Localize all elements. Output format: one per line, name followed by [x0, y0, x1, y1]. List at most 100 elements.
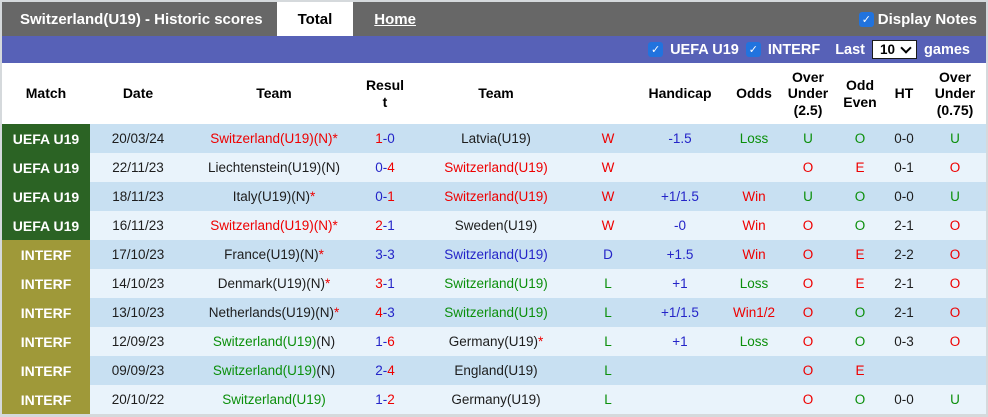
team-cell: Latvia(U19): [408, 124, 584, 153]
text-segment: 0: [387, 131, 395, 146]
text-segment: 4: [387, 363, 395, 378]
wdl-cell: D: [584, 240, 632, 269]
interf-checkbox[interactable]: ✓: [745, 42, 761, 57]
handicap-cell: -1.5: [632, 124, 728, 153]
text-segment: 1: [375, 131, 383, 146]
text-segment: Switzerland(U19): [444, 276, 548, 291]
odd-even-cell: O: [836, 298, 884, 327]
text-segment: Switzerland(U19): [212, 363, 317, 378]
odds-cell: Win: [728, 182, 780, 211]
display-notes: ✓ Display Notes: [858, 2, 977, 36]
score-cell: 4-3: [362, 298, 408, 327]
text-segment: Netherlands(U19)(N): [208, 305, 335, 320]
tab-bar: Total Home: [276, 2, 437, 36]
tab-total[interactable]: Total: [276, 2, 354, 36]
text-segment: 1: [375, 392, 383, 407]
odds-cell: [728, 385, 780, 414]
tab-home[interactable]: Home: [374, 10, 416, 28]
interf-label: INTERF: [767, 41, 821, 58]
text-segment: U: [950, 392, 960, 407]
text-segment: *: [334, 305, 340, 320]
checkmark-icon: ✓: [748, 43, 758, 56]
odd-even-cell: O: [836, 211, 884, 240]
text-segment: 2-1: [894, 218, 914, 233]
display-notes-checkbox[interactable]: ✓: [858, 11, 874, 27]
over-under-25-cell: U: [780, 182, 836, 211]
table-header: Match Date Team Result Team Handicap Odd…: [2, 63, 986, 124]
text-segment: Switzerland(U19)(N)*: [210, 218, 338, 233]
last-games-select[interactable]: 10: [872, 40, 918, 59]
table-row: INTERF 13/10/23 Netherlands(U19)(N)* 4-3 Swi…: [2, 298, 986, 327]
text-segment: U: [803, 189, 813, 204]
text-segment: 0: [375, 189, 383, 204]
text-segment: O: [949, 334, 961, 349]
column-header-team1: Team: [186, 63, 362, 124]
text-segment: O: [802, 218, 814, 233]
match-badge: INTERF: [2, 269, 90, 298]
text-segment: +1/1.5: [661, 189, 699, 204]
column-header-wdl: [584, 63, 632, 124]
odds-cell: [728, 153, 780, 182]
text-segment: O: [854, 392, 866, 407]
team-cell: Switzerland(U19): [408, 240, 584, 269]
text-segment: E: [855, 247, 865, 262]
text-segment: (N): [316, 334, 336, 349]
handicap-cell: +1: [632, 269, 728, 298]
text-segment: 2-1: [894, 305, 914, 320]
text-segment: E: [855, 363, 865, 378]
text-segment: 3: [375, 276, 383, 291]
text-segment: O: [949, 305, 961, 320]
text-segment: *: [318, 247, 324, 262]
text-segment: O: [802, 247, 814, 262]
over-under-075-cell: [924, 356, 986, 385]
text-segment: L: [604, 305, 612, 320]
over-under-25-cell: O: [780, 240, 836, 269]
text-segment: -: [382, 363, 388, 378]
text-segment: 6: [387, 334, 395, 349]
team-cell: Switzerland(U19)(N): [186, 327, 362, 356]
text-segment: 2-1: [894, 276, 914, 291]
text-segment: -0: [673, 218, 686, 233]
team-cell: Italy(U19)(N)*: [186, 182, 362, 211]
text-segment: W: [601, 218, 615, 233]
text-segment: -1.5: [668, 131, 692, 146]
text-segment: Switzerland(U19): [222, 392, 326, 407]
over-under-25-cell: O: [780, 327, 836, 356]
uefa-u19-checkbox[interactable]: ✓: [648, 42, 664, 57]
text-segment: -: [382, 218, 388, 233]
match-badge: INTERF: [2, 298, 90, 327]
text-segment: Switzerland(U19)(N)*: [210, 131, 338, 146]
text-segment: L: [604, 334, 612, 349]
wdl-cell: W: [584, 211, 632, 240]
handicap-cell: +1/1.5: [632, 182, 728, 211]
date-cell: 12/09/23: [90, 327, 186, 356]
text-segment: O: [854, 305, 866, 320]
text-segment: 1: [387, 276, 395, 291]
score-cell: 3-1: [362, 269, 408, 298]
ht-cell: 0-3: [884, 327, 924, 356]
text-segment: W: [601, 160, 615, 175]
table-row: INTERF 17/10/23 France(U19)(N)* 3-3 Switzerl…: [2, 240, 986, 269]
score-cell: 1-6: [362, 327, 408, 356]
text-segment: Switzerland(U19): [444, 160, 548, 175]
text-segment: O: [949, 276, 961, 291]
text-segment: 0-3: [894, 334, 914, 349]
date-cell: 09/09/23: [90, 356, 186, 385]
team-cell: Germany(U19)*: [408, 327, 584, 356]
scores-table: Match Date Team Result Team Handicap Odd…: [2, 63, 986, 414]
odd-even-cell: O: [836, 124, 884, 153]
text-segment: *: [538, 334, 544, 349]
text-segment: 3: [375, 247, 383, 262]
odds-cell: Win: [728, 240, 780, 269]
column-header-odd-even: Odd Even: [836, 63, 884, 124]
text-segment: -: [382, 247, 388, 262]
table-row: UEFA U19 22/11/23 Liechtenstein(U19)(N) 0-4…: [2, 153, 986, 182]
team-cell: Switzerland(U19): [186, 385, 362, 414]
wdl-cell: L: [584, 298, 632, 327]
text-segment: *: [325, 276, 331, 291]
ht-cell: 2-1: [884, 269, 924, 298]
text-segment: D: [603, 247, 613, 262]
text-segment: -: [382, 160, 388, 175]
text-segment: L: [604, 276, 612, 291]
team-cell: Switzerland(U19): [408, 182, 584, 211]
